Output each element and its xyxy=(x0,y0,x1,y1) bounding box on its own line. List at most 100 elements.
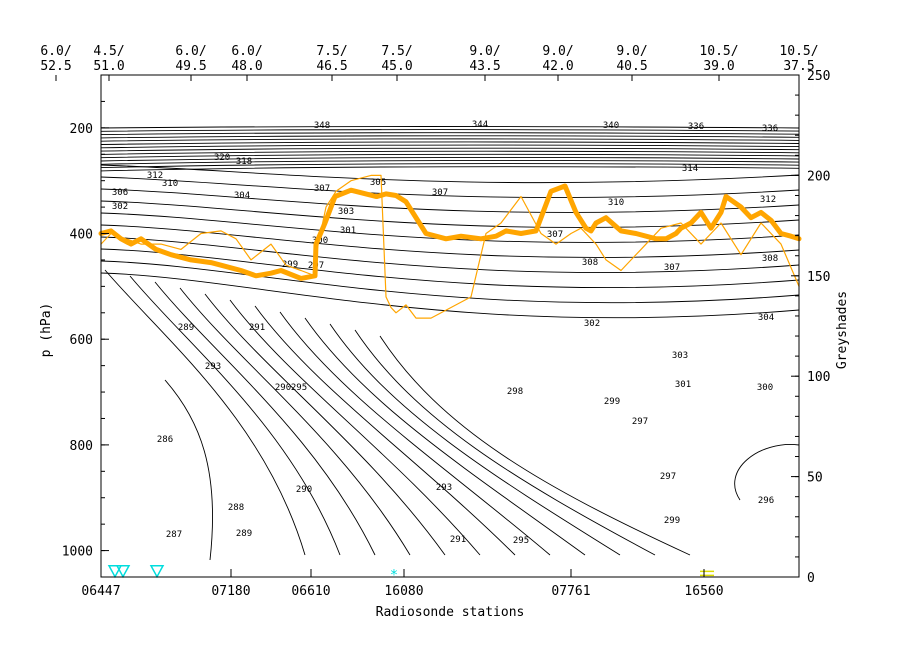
contour-line xyxy=(164,379,213,561)
x-tick-label: 06610 xyxy=(291,584,330,599)
marker-triangle xyxy=(115,564,131,579)
contour-label: 301 xyxy=(675,380,691,390)
contour-line xyxy=(100,160,800,165)
top-label-line1: 6.0/ xyxy=(231,44,262,59)
contour-label: 336 xyxy=(688,122,704,132)
contour-label: 286 xyxy=(157,435,173,445)
contour-line xyxy=(104,269,306,556)
contour-line xyxy=(154,281,376,556)
top-label-line2: 52.5 xyxy=(40,59,71,74)
top-label-line2: 46.5 xyxy=(316,59,347,74)
y-tick-label: 600 xyxy=(70,333,93,348)
x-axis-title: Radiosonde stations xyxy=(376,605,525,620)
contour-label: 320 xyxy=(214,153,230,163)
contour-label: 307 xyxy=(314,184,330,194)
top-label-line1: 4.5/ xyxy=(93,44,124,59)
bottom-axis: 06447 07180 06610 16080 07761 16560 xyxy=(81,569,724,599)
left-axis: 200 400 600 800 1000 xyxy=(62,100,109,578)
y2-tick-label: 150 xyxy=(807,270,830,285)
contour-line xyxy=(100,260,800,304)
contour-line xyxy=(100,163,800,169)
contour-line xyxy=(100,144,800,149)
contour-label: 340 xyxy=(603,121,619,131)
top-label-line2: 51.0 xyxy=(93,59,124,74)
contour-label: 303 xyxy=(338,207,354,217)
top-label-line2: 40.5 xyxy=(616,59,647,74)
contour-label: 295 xyxy=(291,383,307,393)
marker-triangle xyxy=(149,564,165,579)
contour-label: 291 xyxy=(450,535,466,545)
contour-label: 312 xyxy=(760,195,776,205)
y2-tick-label: 0 xyxy=(807,571,815,586)
y-tick-label: 400 xyxy=(70,228,93,243)
top-label-line1: 10.5/ xyxy=(699,44,738,59)
contour-label: 308 xyxy=(582,258,598,268)
right-axis: 0 50 100 150 200 250 xyxy=(791,69,830,586)
contour-line xyxy=(100,147,800,152)
plot-frame xyxy=(100,74,800,578)
contour-label: 302 xyxy=(112,202,128,212)
contour-line xyxy=(100,188,800,213)
contour-line xyxy=(304,317,586,556)
contour-label: 312 xyxy=(147,171,163,181)
contour-label: 299 xyxy=(664,516,680,526)
contour-label: 307 xyxy=(664,263,680,273)
contour-line xyxy=(100,150,800,155)
marker-layer: * xyxy=(107,564,714,583)
contour-line xyxy=(734,444,800,501)
top-label-line1: 9.0/ xyxy=(469,44,500,59)
contour-label: 348 xyxy=(314,121,330,131)
top-label-line2: 45.0 xyxy=(381,59,412,74)
top-label-line1: 10.5/ xyxy=(779,44,818,59)
series-layer xyxy=(98,174,802,319)
series-line-0 xyxy=(98,183,802,281)
contour-line xyxy=(204,293,446,556)
marker-star: * xyxy=(390,567,398,583)
y2-axis-title: Greyshades xyxy=(835,291,850,369)
top-label-line1: 9.0/ xyxy=(616,44,647,59)
y-tick-label: 1000 xyxy=(62,545,93,560)
contour-label: 308 xyxy=(762,254,778,264)
contour-label: 300 xyxy=(757,383,773,393)
contour-line xyxy=(100,135,800,139)
contour-label: 310 xyxy=(608,198,624,208)
contour-label: 290 xyxy=(275,383,291,393)
top-label-line1: 7.5/ xyxy=(381,44,412,59)
contour-label: 290 xyxy=(296,485,312,495)
top-label-line1: 6.0/ xyxy=(40,44,71,59)
contour-label: 318 xyxy=(236,157,252,167)
top-label-line2: 48.0 xyxy=(231,59,262,74)
contour-label: 296 xyxy=(758,496,774,506)
top-label-line1: 9.0/ xyxy=(542,44,573,59)
contour-line xyxy=(100,212,800,243)
contour-label: 314 xyxy=(682,164,698,174)
y2-tick-label: 200 xyxy=(807,169,830,184)
contour-label: 344 xyxy=(472,120,488,130)
y2-tick-label: 250 xyxy=(807,69,830,84)
series-line-1 xyxy=(100,174,800,319)
isentrope-contours xyxy=(100,126,800,561)
contour-label: 298 xyxy=(507,387,523,397)
contour-label: 297 xyxy=(660,472,676,482)
contour-line xyxy=(100,126,800,129)
top-label-line2: 42.0 xyxy=(542,59,573,74)
top-label-line2: 39.0 xyxy=(703,59,734,74)
y-axis-title: p (hPa) xyxy=(39,303,54,358)
contour-line xyxy=(100,272,800,319)
contour-label: 295 xyxy=(513,536,529,546)
top-label-line2: 49.5 xyxy=(175,59,206,74)
contour-label: 293 xyxy=(436,483,452,493)
contour-line xyxy=(100,153,800,159)
contour-label: 293 xyxy=(205,362,221,372)
x-tick-label: 07761 xyxy=(551,584,590,599)
contour-label: 299 xyxy=(604,397,620,407)
y-tick-label: 200 xyxy=(70,122,93,137)
x-tick-label: 07180 xyxy=(211,584,250,599)
contour-label: 304 xyxy=(758,313,774,323)
contour-line xyxy=(100,224,800,258)
top-label-line2: 43.5 xyxy=(469,59,500,74)
contour-label: 288 xyxy=(228,503,244,513)
top-axis-labels: 6.0/52.54.5/51.06.0/49.56.0/48.07.5/46.5… xyxy=(40,44,819,81)
contour-label: 289 xyxy=(236,529,252,539)
contour-label: 289 xyxy=(178,323,194,333)
